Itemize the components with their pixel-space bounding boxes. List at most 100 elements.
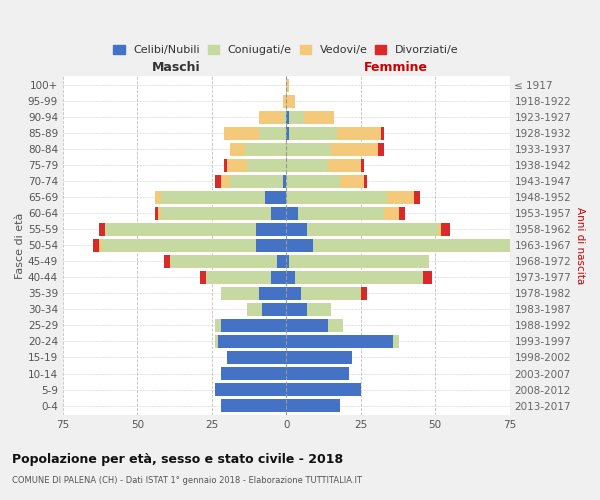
Bar bbox=[364, 175, 367, 188]
Bar bbox=[286, 159, 328, 172]
Bar bbox=[298, 207, 385, 220]
Bar bbox=[286, 319, 328, 332]
Bar bbox=[259, 287, 286, 300]
Bar bbox=[286, 351, 352, 364]
Bar bbox=[271, 207, 286, 220]
Bar bbox=[98, 239, 101, 252]
Bar bbox=[286, 110, 289, 124]
Text: Maschi: Maschi bbox=[152, 61, 200, 74]
Y-axis label: Anni di nascita: Anni di nascita bbox=[575, 207, 585, 284]
Bar bbox=[289, 126, 337, 140]
Bar bbox=[286, 142, 331, 156]
Bar bbox=[215, 175, 221, 188]
Bar bbox=[361, 287, 367, 300]
Bar bbox=[221, 367, 286, 380]
Bar bbox=[286, 255, 289, 268]
Bar bbox=[98, 223, 104, 236]
Bar bbox=[155, 207, 158, 220]
Bar bbox=[247, 159, 286, 172]
Bar bbox=[215, 335, 218, 348]
Bar bbox=[227, 159, 247, 172]
Bar bbox=[221, 399, 286, 412]
Text: COMUNE DI PALENA (CH) - Dati ISTAT 1° gennaio 2018 - Elaborazione TUTTITALIA.IT: COMUNE DI PALENA (CH) - Dati ISTAT 1° ge… bbox=[12, 476, 362, 485]
Bar bbox=[313, 239, 515, 252]
Bar bbox=[161, 207, 271, 220]
Bar bbox=[286, 126, 289, 140]
Bar bbox=[262, 303, 286, 316]
Bar bbox=[155, 191, 161, 204]
Bar bbox=[382, 126, 385, 140]
Bar bbox=[224, 159, 227, 172]
Bar bbox=[423, 271, 432, 284]
Bar bbox=[515, 239, 527, 252]
Bar bbox=[200, 271, 206, 284]
Bar bbox=[307, 223, 438, 236]
Bar bbox=[286, 399, 340, 412]
Bar bbox=[221, 175, 230, 188]
Bar bbox=[265, 191, 286, 204]
Bar bbox=[286, 367, 349, 380]
Bar bbox=[286, 175, 340, 188]
Bar bbox=[286, 271, 295, 284]
Bar bbox=[259, 126, 286, 140]
Bar bbox=[283, 94, 286, 108]
Bar bbox=[400, 207, 405, 220]
Bar bbox=[328, 159, 361, 172]
Bar bbox=[289, 255, 429, 268]
Text: Femmine: Femmine bbox=[364, 61, 428, 74]
Bar bbox=[161, 191, 265, 204]
Bar bbox=[259, 110, 283, 124]
Bar bbox=[215, 319, 221, 332]
Bar bbox=[221, 287, 259, 300]
Bar bbox=[158, 207, 161, 220]
Bar bbox=[441, 223, 450, 236]
Bar bbox=[286, 287, 301, 300]
Bar bbox=[286, 335, 394, 348]
Bar bbox=[230, 175, 283, 188]
Bar bbox=[92, 239, 98, 252]
Bar bbox=[230, 142, 245, 156]
Bar bbox=[307, 303, 331, 316]
Bar bbox=[256, 223, 286, 236]
Bar bbox=[394, 335, 400, 348]
Legend: Celibi/Nubili, Coniugati/e, Vedovi/e, Divorziati/e: Celibi/Nubili, Coniugati/e, Vedovi/e, Di… bbox=[109, 40, 463, 60]
Bar bbox=[295, 271, 423, 284]
Bar bbox=[331, 142, 379, 156]
Bar bbox=[328, 319, 343, 332]
Bar bbox=[289, 110, 304, 124]
Bar bbox=[283, 175, 286, 188]
Bar bbox=[286, 383, 361, 396]
Bar bbox=[104, 223, 256, 236]
Bar bbox=[283, 110, 286, 124]
Bar bbox=[164, 255, 170, 268]
Text: Popolazione per età, sesso e stato civile - 2018: Popolazione per età, sesso e stato civil… bbox=[12, 452, 343, 466]
Bar bbox=[247, 303, 262, 316]
Bar bbox=[340, 175, 364, 188]
Bar bbox=[361, 159, 364, 172]
Bar bbox=[301, 287, 361, 300]
Bar bbox=[245, 142, 286, 156]
Bar bbox=[379, 142, 385, 156]
Bar bbox=[304, 110, 334, 124]
Bar bbox=[277, 255, 286, 268]
Bar bbox=[286, 94, 295, 108]
Bar bbox=[271, 271, 286, 284]
Bar bbox=[385, 207, 400, 220]
Bar bbox=[286, 191, 388, 204]
Bar bbox=[286, 239, 313, 252]
Bar bbox=[170, 255, 277, 268]
Bar bbox=[215, 383, 286, 396]
Y-axis label: Fasce di età: Fasce di età bbox=[15, 212, 25, 278]
Bar bbox=[206, 271, 271, 284]
Bar bbox=[224, 126, 259, 140]
Bar bbox=[286, 303, 307, 316]
Bar bbox=[286, 207, 298, 220]
Bar bbox=[286, 78, 289, 92]
Bar bbox=[218, 335, 286, 348]
Bar bbox=[337, 126, 382, 140]
Bar bbox=[388, 191, 414, 204]
Bar bbox=[286, 223, 307, 236]
Bar bbox=[414, 191, 420, 204]
Bar bbox=[256, 239, 286, 252]
Bar bbox=[101, 239, 256, 252]
